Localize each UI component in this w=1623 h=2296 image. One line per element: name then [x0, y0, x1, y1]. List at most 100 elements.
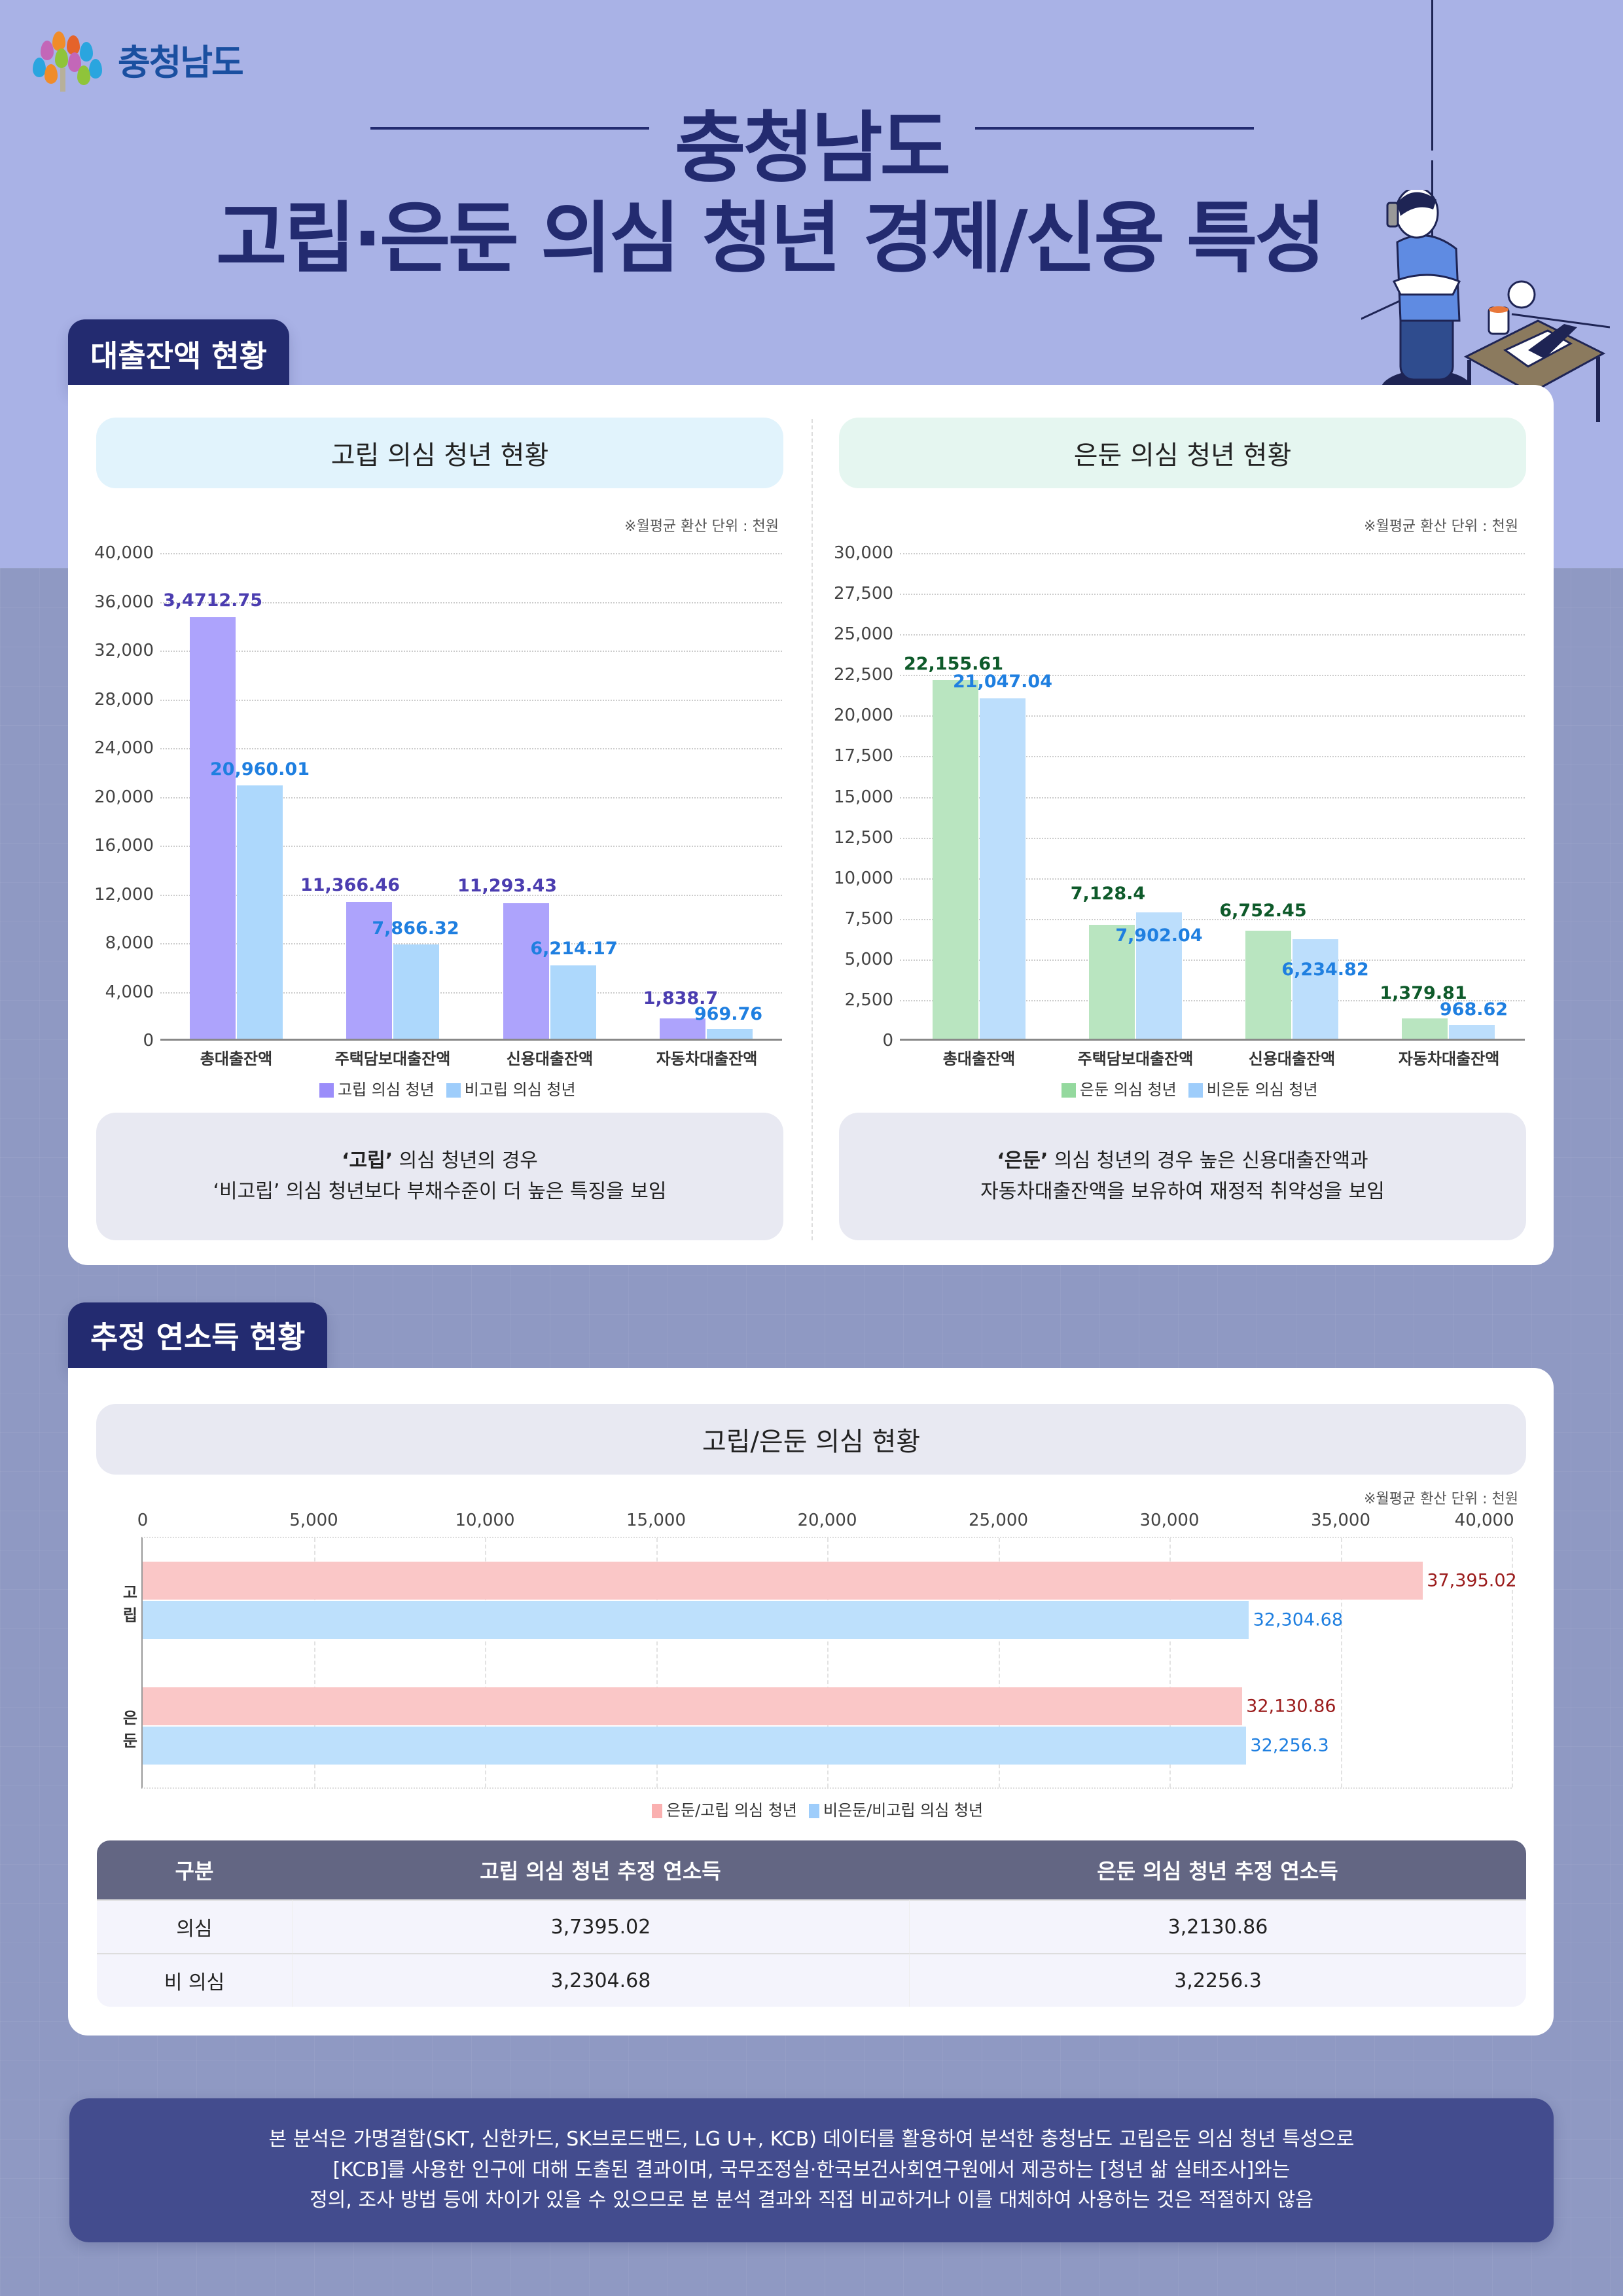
x-category: 신용대출잔액 [506, 1050, 594, 1068]
x-tick: 0 [137, 1511, 149, 1530]
y-tick: 25,000 [834, 624, 893, 645]
y-tick: 20,000 [94, 787, 154, 807]
value-label: 32,256.3 [1250, 1735, 1329, 1756]
x-category: 자동차대출잔액 [656, 1050, 758, 1068]
bar-noneundun-mortgage [1136, 912, 1182, 1041]
y-tick: 2,500 [844, 990, 893, 1010]
legend-swatch-icon [446, 1083, 461, 1098]
page-title-line2: 고립·은둔 의심 청년 경제/신용 특성 [216, 193, 1326, 283]
y-tick: 0 [882, 1031, 893, 1050]
x-category: 신용대출잔액 [1248, 1050, 1336, 1068]
y-tick: 4,000 [105, 982, 154, 1002]
y-tick: 16,000 [94, 836, 154, 855]
legend-swatch-icon [1061, 1083, 1076, 1098]
gorip-loan-bar-chart: 0 4,000 8,000 12,000 16,000 20,000 24,00… [94, 543, 782, 1068]
title-line-left [370, 127, 649, 130]
legend-swatch-icon [319, 1083, 334, 1098]
x-tick: 10,000 [455, 1511, 515, 1530]
bar-noneundun-total [980, 698, 1026, 1041]
gorip-chart-header: 고립 의심 청년 현황 [96, 418, 783, 488]
value-label: 11,366.46 [300, 875, 401, 895]
income-chart-legend: 은둔/고립 의심 청년 비은둔/비고립 의심 청년 [652, 1797, 983, 1820]
disclaimer-line: 본 분석은 가명결합(SKT, 신한카드, SK브로드밴드, LG U+, KC… [268, 2128, 1355, 2151]
section-tab-loan-balance: 대출잔액 현황 [68, 319, 289, 389]
bar-noneundun-credit [1293, 939, 1338, 1041]
card-divider [812, 419, 813, 1240]
value-label: 1,838.7 [643, 988, 719, 1009]
bar-gorip-credit [503, 903, 549, 1041]
room-corner-line [1431, 0, 1433, 151]
y-tick: 12,000 [94, 884, 154, 905]
gorip-insight-note: ‘고립’ 의심 청년의 경우 ‘비고립’ 의심 청년보다 부채수준이 더 높은 … [96, 1113, 783, 1240]
page-title-line1: 충청남도 [674, 103, 951, 193]
table-header: 은둔 의심 청년 추정 연소득 [909, 1840, 1526, 1899]
y-tick: 30,000 [834, 543, 893, 563]
y-tick: 40,000 [94, 543, 154, 563]
eundun-insight-note: ‘은둔’ 의심 청년의 경우 높은 신용대출잔액과 자동차대출잔액을 보유하여 … [839, 1113, 1526, 1240]
value-label: 7,902.04 [1115, 925, 1203, 946]
table-cell: 비 의심 [97, 1953, 292, 2007]
x-category: 자동차대출잔액 [1398, 1050, 1500, 1068]
value-label: 32,130.86 [1246, 1696, 1336, 1717]
value-label: 22,155.61 [903, 653, 1004, 674]
bar-eundun-suspect-income [143, 1687, 1242, 1725]
y-tick: 27,500 [834, 584, 893, 604]
bar-gorip-auto [660, 1018, 705, 1041]
y-tick: 22,500 [834, 665, 893, 685]
bar-nongorip-credit [550, 965, 596, 1041]
value-label: 11,293.43 [457, 876, 558, 897]
table-header: 고립 의심 청년 추정 연소득 [292, 1840, 909, 1899]
eundun-chart-legend: 은둔 의심 청년 비은둔 의심 청년 [1061, 1077, 1318, 1100]
value-label: 969.76 [694, 1003, 763, 1024]
y-tick: 36,000 [94, 592, 154, 612]
bar-eundun-nonsuspect-income [143, 1727, 1247, 1765]
y-tick: 10,000 [834, 868, 893, 888]
tree-logo-icon [31, 29, 109, 92]
y-tick: 15,000 [834, 787, 893, 807]
value-label: 3,4712.75 [162, 590, 263, 611]
eundun-chart-header: 은둔 의심 청년 현황 [839, 418, 1526, 488]
y-category: 고립 [122, 1583, 137, 1624]
disclaimer-line: [KCB]를 사용한 인구에 대해 도출된 결과이며, 국무조정실·한국보건사회… [332, 2158, 1291, 2181]
bar-nongorip-auto [707, 1029, 753, 1041]
bar-gorip-suspect-income [143, 1562, 1423, 1600]
table-header: 구분 [97, 1840, 292, 1899]
value-label: 6,214.17 [530, 938, 618, 959]
value-label: 32,304.68 [1253, 1609, 1344, 1630]
table-cell: 3,2130.86 [909, 1899, 1526, 1953]
legend-swatch-icon [808, 1804, 819, 1818]
x-tick: 5,000 [289, 1511, 338, 1530]
bar-gorip-total [190, 617, 236, 1041]
x-tick: 40,000 [1454, 1511, 1514, 1530]
x-category: 주택담보대출잔액 [1077, 1050, 1194, 1068]
y-tick: 24,000 [94, 738, 154, 758]
gorip-chart-legend: 고립 의심 청년 비고립 의심 청년 [319, 1077, 576, 1100]
value-label: 21,047.04 [952, 671, 1053, 692]
income-table: 구분 고립 의심 청년 추정 연소득 은둔 의심 청년 추정 연소득 의심 3,… [97, 1840, 1526, 2007]
value-label: 7,128.4 [1070, 884, 1146, 905]
x-tick: 20,000 [797, 1511, 857, 1530]
y-tick: 5,000 [844, 949, 893, 969]
x-tick: 35,000 [1311, 1511, 1370, 1530]
bar-gorip-mortgage [346, 902, 392, 1041]
unit-note: ※월평균 환산 단위 : 천원 [1364, 518, 1518, 535]
eundun-loan-bar-chart: 0 2,500 5,000 7,500 10,000 12,500 15,000… [834, 543, 1525, 1068]
bar-nongorip-mortgage [393, 944, 439, 1041]
unit-note: ※월평균 환산 단위 : 천원 [624, 518, 779, 535]
x-tick: 15,000 [626, 1511, 686, 1530]
table-cell: 3,2256.3 [909, 1953, 1526, 2007]
y-tick: 17,500 [834, 746, 893, 766]
value-label: 1,379.81 [1380, 983, 1467, 1004]
bar-eundun-mortgage [1089, 924, 1135, 1041]
value-label: 7,866.32 [372, 918, 459, 939]
table-cell: 의심 [97, 1899, 292, 1953]
legend-item: 비은둔 의심 청년 [1188, 1077, 1318, 1100]
disclaimer-box: 본 분석은 가명결합(SKT, 신한카드, SK브로드밴드, LG U+, KC… [69, 2098, 1554, 2242]
table-cell: 3,7395.02 [292, 1899, 909, 1953]
bar-gorip-nonsuspect-income [143, 1601, 1249, 1639]
y-tick: 8,000 [105, 933, 154, 953]
bar-noneundun-auto [1449, 1025, 1495, 1041]
y-tick: 32,000 [94, 641, 154, 660]
title-line-right [975, 127, 1254, 130]
x-category: 주택담보대출잔액 [334, 1050, 451, 1068]
